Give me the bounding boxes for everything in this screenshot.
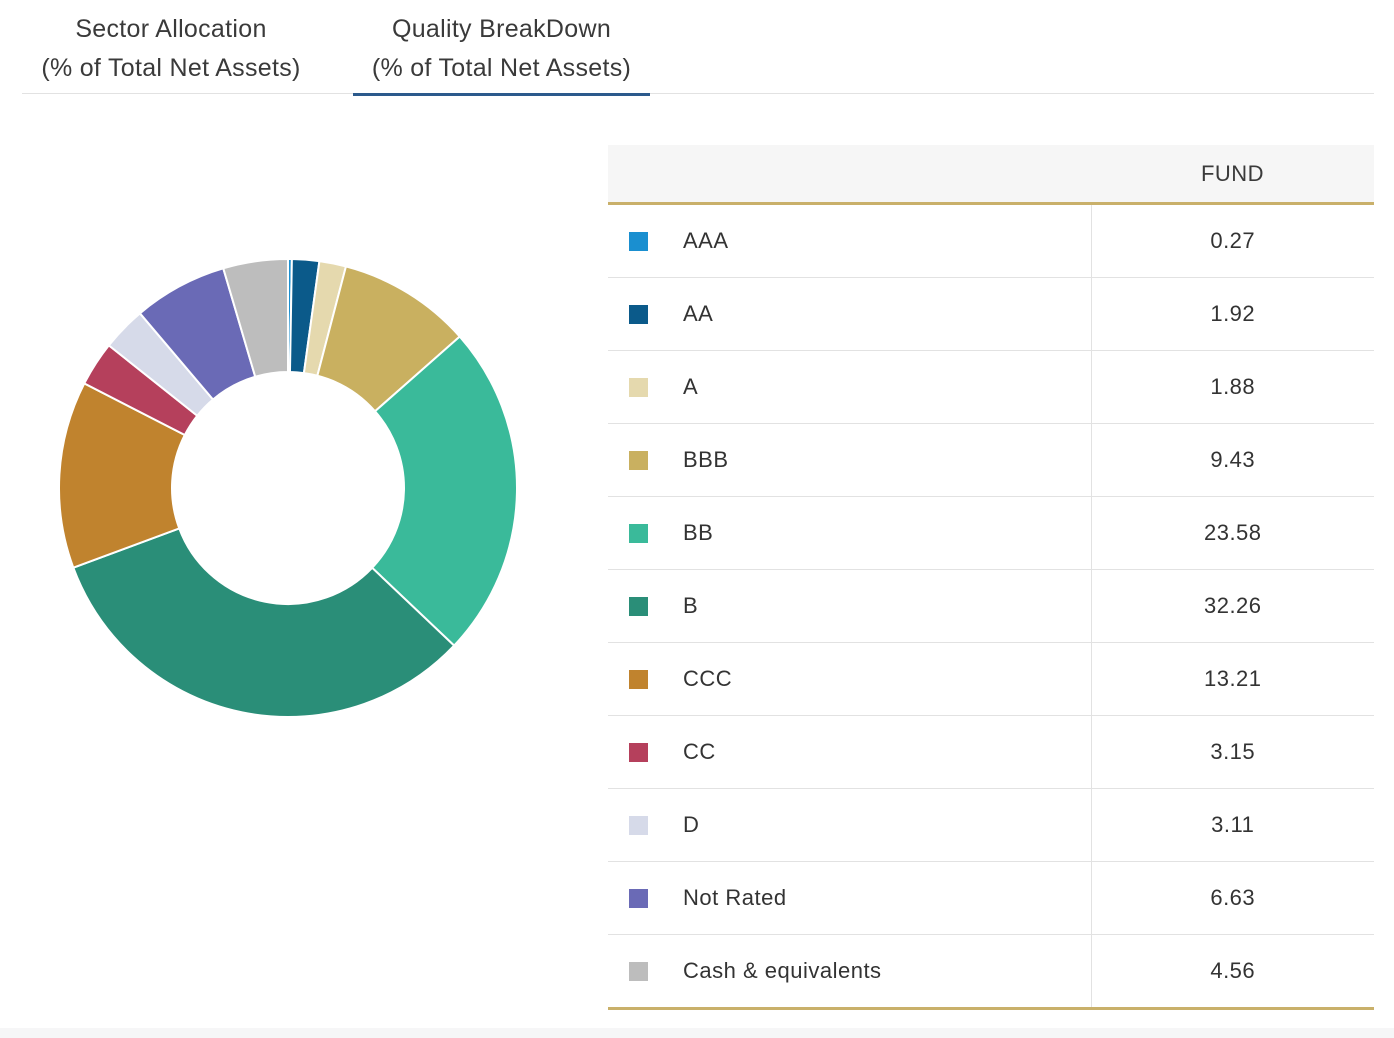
rating-label-aaa: AAA [683, 228, 729, 253]
rating-label-a: A [683, 374, 699, 399]
legend-swatch-aa [629, 305, 648, 324]
table-header-label [608, 145, 1091, 205]
tab-quality-breakdown-title: Quality BreakDown [391, 15, 612, 43]
legend-swatch-bbb [629, 451, 648, 470]
fund-value-b: 32.26 [1091, 569, 1374, 643]
quality-table-container: FUND AAA 0.27 AA 1.92 A 1.88 BBB 9.43 BB 23.58 B 32… [608, 145, 1374, 1010]
rating-label-cc: CC [683, 739, 716, 764]
rating-label-bbb: BBB [683, 447, 729, 472]
table-row: BBB 9.43 [608, 423, 1374, 497]
table-row: A 1.88 [608, 350, 1374, 424]
fund-value-a: 1.88 [1091, 350, 1374, 424]
donut-slice-b[interactable] [72, 527, 456, 718]
table-row: AAA 0.27 [608, 203, 1374, 278]
rating-cell-ccc: CCC [608, 642, 1092, 716]
rating-label-cash-equivalents: Cash & equivalents [683, 958, 882, 983]
rating-cell-aa: AA [608, 277, 1092, 351]
table-row: CC 3.15 [608, 715, 1374, 789]
legend-swatch-aaa [629, 232, 648, 251]
fund-value-cash-equivalents: 4.56 [1091, 934, 1374, 1010]
donut-slice-cash-equivalents[interactable] [222, 257, 289, 378]
rating-label-not-rated: Not Rated [683, 885, 787, 910]
fund-value-ccc: 13.21 [1091, 642, 1374, 716]
rating-cell-bb: BB [608, 496, 1092, 570]
tab-sector-allocation-subtitle: (% of Total Net Assets) [41, 54, 301, 82]
table-row: AA 1.92 [608, 277, 1374, 351]
footer-strip [0, 1028, 1394, 1038]
legend-swatch-cc [629, 743, 648, 762]
legend-swatch-ccc [629, 670, 648, 689]
legend-swatch-a [629, 378, 648, 397]
fund-value-cc: 3.15 [1091, 715, 1374, 789]
quality-table: FUND AAA 0.27 AA 1.92 A 1.88 BBB 9.43 BB 23.58 B 32… [608, 145, 1374, 1010]
fund-value-aa: 1.92 [1091, 277, 1374, 351]
rating-cell-cc: CC [608, 715, 1092, 789]
rating-label-d: D [683, 812, 700, 837]
table-row: BB 23.58 [608, 496, 1374, 570]
tab-sector-allocation-title: Sector Allocation [75, 15, 267, 43]
tab-bar: Sector Allocation (% of Total Net Assets… [22, 0, 1374, 96]
fund-value-not-rated: 6.63 [1091, 861, 1374, 935]
fund-value-aaa: 0.27 [1091, 203, 1374, 278]
rating-cell-d: D [608, 788, 1092, 862]
table-row: Cash & equivalents 4.56 [608, 934, 1374, 1010]
rating-label-ccc: CCC [683, 666, 733, 691]
rating-cell-not-rated: Not Rated [608, 861, 1092, 935]
donut-slice-ccc[interactable] [58, 382, 187, 570]
table-row: B 32.26 [608, 569, 1374, 643]
rating-cell-bbb: BBB [608, 423, 1092, 497]
tab-quality-breakdown-subtitle: (% of Total Net Assets) [371, 54, 632, 82]
rating-cell-aaa: AAA [608, 203, 1092, 278]
tab-sector-allocation[interactable]: Sector Allocation (% of Total Net Assets… [22, 10, 320, 88]
table-row: Not Rated 6.63 [608, 861, 1374, 935]
rating-cell-a: A [608, 350, 1092, 424]
table-header-fund: FUND [1091, 145, 1374, 205]
table-header-row: FUND [608, 145, 1374, 205]
legend-swatch-bb [629, 524, 648, 543]
table-row: D 3.11 [608, 788, 1374, 862]
tab-quality-breakdown[interactable]: Quality BreakDown (% of Total Net Assets… [353, 10, 650, 96]
rating-cell-cash-equivalents: Cash & equivalents [608, 934, 1092, 1010]
rating-label-bb: BB [683, 520, 714, 545]
rating-cell-b: B [608, 569, 1092, 643]
rating-label-aa: AA [683, 301, 714, 326]
legend-swatch-not-rated [629, 889, 648, 908]
rating-label-b: B [683, 593, 699, 618]
fund-value-bbb: 9.43 [1091, 423, 1374, 497]
legend-swatch-b [629, 597, 648, 616]
legend-swatch-cash-equivalents [629, 962, 648, 981]
table-body: AAA 0.27 AA 1.92 A 1.88 BBB 9.43 BB 23.58 B 32.26 CC… [608, 203, 1374, 1010]
donut-chart [40, 240, 540, 740]
table-row: CCC 13.21 [608, 642, 1374, 716]
donut-chart-svg [58, 257, 518, 718]
fund-value-bb: 23.58 [1091, 496, 1374, 570]
legend-swatch-d [629, 816, 648, 835]
fund-value-d: 3.11 [1091, 788, 1374, 862]
donut-slice-bb[interactable] [370, 335, 518, 648]
